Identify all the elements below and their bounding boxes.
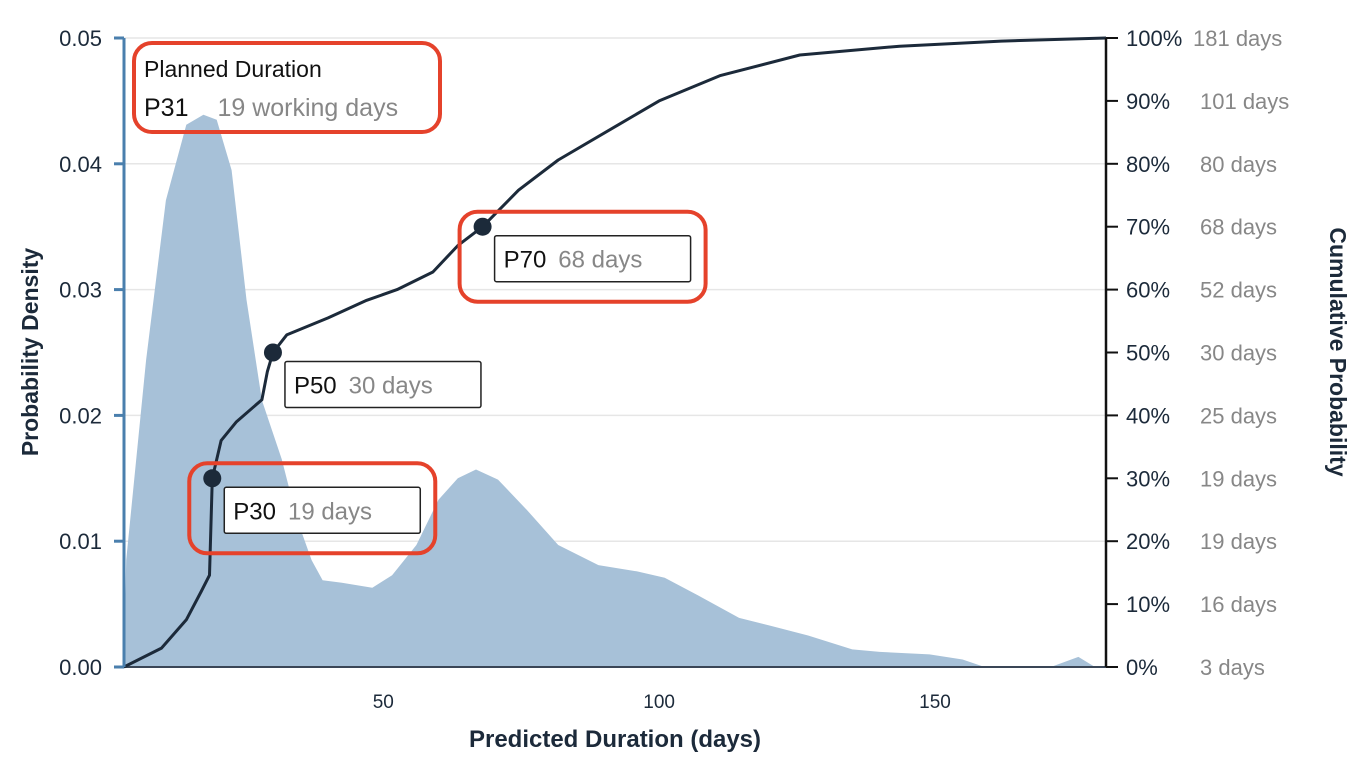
right-axis-tick-label: 70% [1126, 215, 1170, 240]
marker-percentile: P50 [294, 373, 337, 400]
right-axis-days-label: 101 days [1200, 89, 1289, 114]
right-axis-days-label: 181 days [1193, 26, 1282, 51]
marker-label-box [223, 486, 422, 535]
right-axis-days-label: 3 days [1200, 655, 1265, 680]
marker-label-box [284, 360, 482, 409]
marker-label-text: P30 19 days [233, 498, 372, 525]
marker-days: 68 days [558, 247, 642, 274]
right-axis-tick-label: 60% [1126, 278, 1170, 303]
right-axis-tick-label: 80% [1126, 152, 1170, 177]
marker-p50: P50 30 days [263, 343, 482, 409]
right-axis-tick-label: 20% [1126, 529, 1170, 554]
marker-point [473, 217, 492, 236]
x-axis-tick-label: 50 [373, 692, 394, 713]
left-axis-title: Probability Density [17, 248, 43, 457]
left-axis-tick-label: 0.01 [59, 529, 102, 554]
right-axis-tick-label: 30% [1126, 466, 1170, 491]
left-axis-tick-label: 0.03 [59, 278, 102, 303]
planned-days: 19 working days [217, 94, 398, 122]
left-axis: 0.00 0.01 0.02 0.03 0.04 0.05 [59, 26, 126, 680]
right-axis-days-label: 19 days [1200, 466, 1277, 491]
right-axis-tick-label: 0% [1126, 655, 1158, 680]
right-axis: 0% 3 days 10% 16 days 20% 19 days 30% 19 days 40… [1104, 26, 1289, 680]
right-axis-tick-label: 40% [1126, 403, 1170, 428]
right-axis-days-label: 19 days [1200, 529, 1277, 554]
planned-highlight [132, 41, 442, 134]
planned-duration-annotation: Planned Duration P31 19 working days [132, 41, 442, 134]
left-axis-tick-label: 0.00 [59, 655, 102, 680]
left-axis-tick-label: 0.05 [59, 26, 102, 51]
x-axis-title: Predicted Duration (days) [469, 726, 761, 753]
x-axis-tick-label: 150 [919, 692, 951, 713]
planned-percentile: P31 [144, 94, 188, 122]
marker-p30: P30 19 days [187, 461, 438, 556]
right-axis-tick-label: 50% [1126, 341, 1170, 366]
gridlines [124, 37, 1106, 542]
marker-label-text: P70 68 days [504, 247, 643, 274]
planned-duration-line: P31 19 working days [144, 94, 398, 122]
left-axis-tick-label: 0.04 [59, 152, 102, 177]
marker-percentile: P30 [233, 498, 276, 525]
right-axis-days-label: 30 days [1200, 341, 1277, 366]
marker-label-text: P50 30 days [294, 373, 433, 400]
marker-p70: P70 68 days [457, 209, 708, 304]
planned-duration-title: Planned Duration [144, 56, 322, 82]
right-axis-tick-label: 10% [1126, 592, 1170, 617]
cumulative-line [123, 36, 1107, 669]
percentile-markers: P30 19 days P50 30 days P70 68 days [187, 209, 708, 556]
x-axis: 50 100 150 [373, 692, 951, 713]
marker-highlight [457, 209, 708, 304]
density-area [124, 114, 1095, 667]
right-axis-days-label: 25 days [1200, 403, 1277, 428]
marker-label-box [493, 234, 692, 283]
marker-highlight [187, 461, 438, 556]
right-axis-days-label: 80 days [1200, 152, 1277, 177]
marker-point [263, 343, 282, 362]
marker-days: 19 days [288, 498, 372, 525]
right-axis-title: Cumulative Probability [1325, 227, 1351, 476]
right-axis-days-label: 52 days [1200, 278, 1277, 303]
marker-percentile: P70 [504, 247, 547, 274]
right-axis-tick-label: 100% [1126, 26, 1182, 51]
right-axis-days-label: 16 days [1200, 592, 1277, 617]
right-axis-days-label: 68 days [1200, 215, 1277, 240]
marker-days: 30 days [349, 373, 433, 400]
x-axis-tick-label: 100 [643, 692, 675, 713]
right-axis-tick-label: 90% [1126, 89, 1170, 114]
marker-point [203, 469, 222, 488]
left-axis-tick-label: 0.02 [59, 403, 102, 428]
